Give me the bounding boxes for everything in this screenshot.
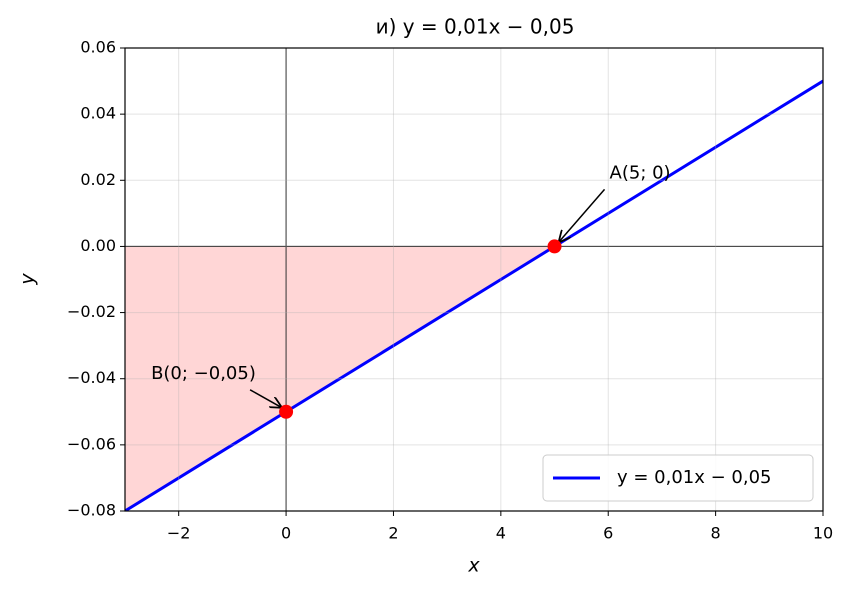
chart-title: и) y = 0,01x − 0,05 (376, 15, 575, 39)
y-tick-label: −0.06 (67, 434, 116, 453)
legend-label: y = 0,01x − 0,05 (617, 467, 772, 488)
plot-frame (124, 47, 824, 512)
y-tick-label: 0.00 (80, 236, 116, 255)
annotation-arrow (559, 188, 606, 242)
x-tick-label: 0 (281, 524, 291, 543)
annotation-arrow (249, 389, 282, 408)
annotation-label: B(0; −0,05) (151, 363, 256, 384)
plot-area (125, 48, 823, 511)
x-tick-label: 4 (496, 524, 506, 543)
y-tick-label: −0.02 (67, 302, 116, 321)
y-tick-label: 0.02 (80, 170, 116, 189)
x-tick-label: 8 (711, 524, 721, 543)
x-tick-label: 2 (388, 524, 398, 543)
series-line (125, 79, 823, 511)
x-tick-label: 10 (813, 524, 833, 543)
y-tick-label: 0.06 (80, 38, 116, 57)
y-tick-label: −0.08 (67, 501, 116, 520)
y-axis-label: y (17, 273, 39, 286)
point (279, 404, 294, 419)
x-tick-label: −2 (167, 524, 191, 543)
x-axis-label: x (467, 555, 480, 577)
legend-box (542, 454, 814, 502)
y-tick-label: −0.04 (67, 368, 116, 387)
x-tick-label: 6 (603, 524, 613, 543)
annotation-label: A(5; 0) (610, 162, 671, 183)
point (547, 239, 562, 254)
y-tick-label: 0.04 (80, 104, 116, 123)
